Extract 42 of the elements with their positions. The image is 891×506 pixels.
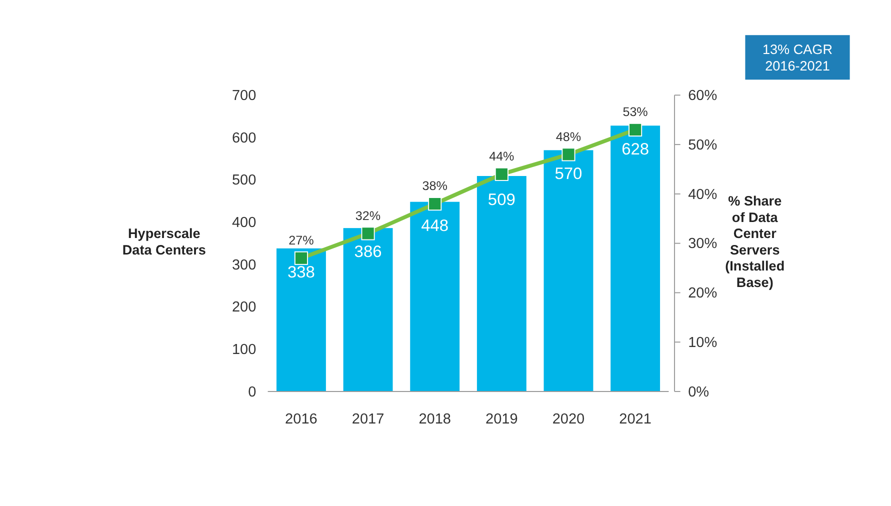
y2-tick-label: 10% (688, 334, 718, 351)
x-tick-label: 2016 (285, 411, 318, 428)
bar (343, 228, 393, 392)
bar (544, 150, 594, 392)
y2-tick-label: 0% (688, 384, 710, 400)
y2-tick-label: 40% (688, 186, 718, 203)
x-tick-label: 2021 (619, 411, 652, 428)
text: 13% CAGR 2016-2021 (762, 42, 833, 74)
data-label: 338 (287, 263, 315, 282)
bar (476, 176, 526, 392)
y-tick-label: 200 (232, 300, 256, 316)
bar (276, 248, 326, 392)
data-label: 48% (556, 130, 582, 144)
y-tick-label: 300 (232, 257, 256, 274)
x-tick-label: 2017 (352, 411, 384, 428)
data-label: 32% (355, 208, 381, 223)
x-tick-label: 2018 (418, 411, 451, 428)
bar (610, 126, 660, 392)
y2-tick-label: 30% (688, 236, 718, 252)
data-label: 570 (554, 165, 582, 184)
y-tick-label: 700 (232, 88, 256, 104)
x-tick-label: 2020 (552, 411, 585, 428)
bar (410, 202, 460, 392)
y-tick-label: 400 (232, 214, 256, 231)
y-axis-title: Hyperscale Data Centers (122, 226, 206, 258)
data-label: 53% (622, 105, 648, 120)
data-label: 44% (489, 150, 514, 164)
y-tick-label: 500 (232, 172, 256, 189)
y2-tick-label: 50% (688, 137, 718, 154)
data-label: 448 (421, 216, 449, 235)
data-label: 509 (488, 191, 516, 210)
data-label: 628 (622, 140, 650, 159)
y-tick-label: 0 (248, 384, 256, 400)
y2-tick-label: 20% (688, 286, 718, 302)
x-tick-label: 2019 (486, 411, 518, 428)
data-label: 27% (288, 234, 314, 248)
data-label: 386 (354, 243, 382, 262)
y-tick-label: 600 (232, 130, 256, 146)
y2-tick-label: 60% (688, 88, 718, 104)
y-tick-label: 100 (232, 342, 256, 358)
y2-axis-title: % Share of Data Center Servers (Installed Base) (725, 194, 785, 290)
data-label: 38% (422, 179, 448, 194)
